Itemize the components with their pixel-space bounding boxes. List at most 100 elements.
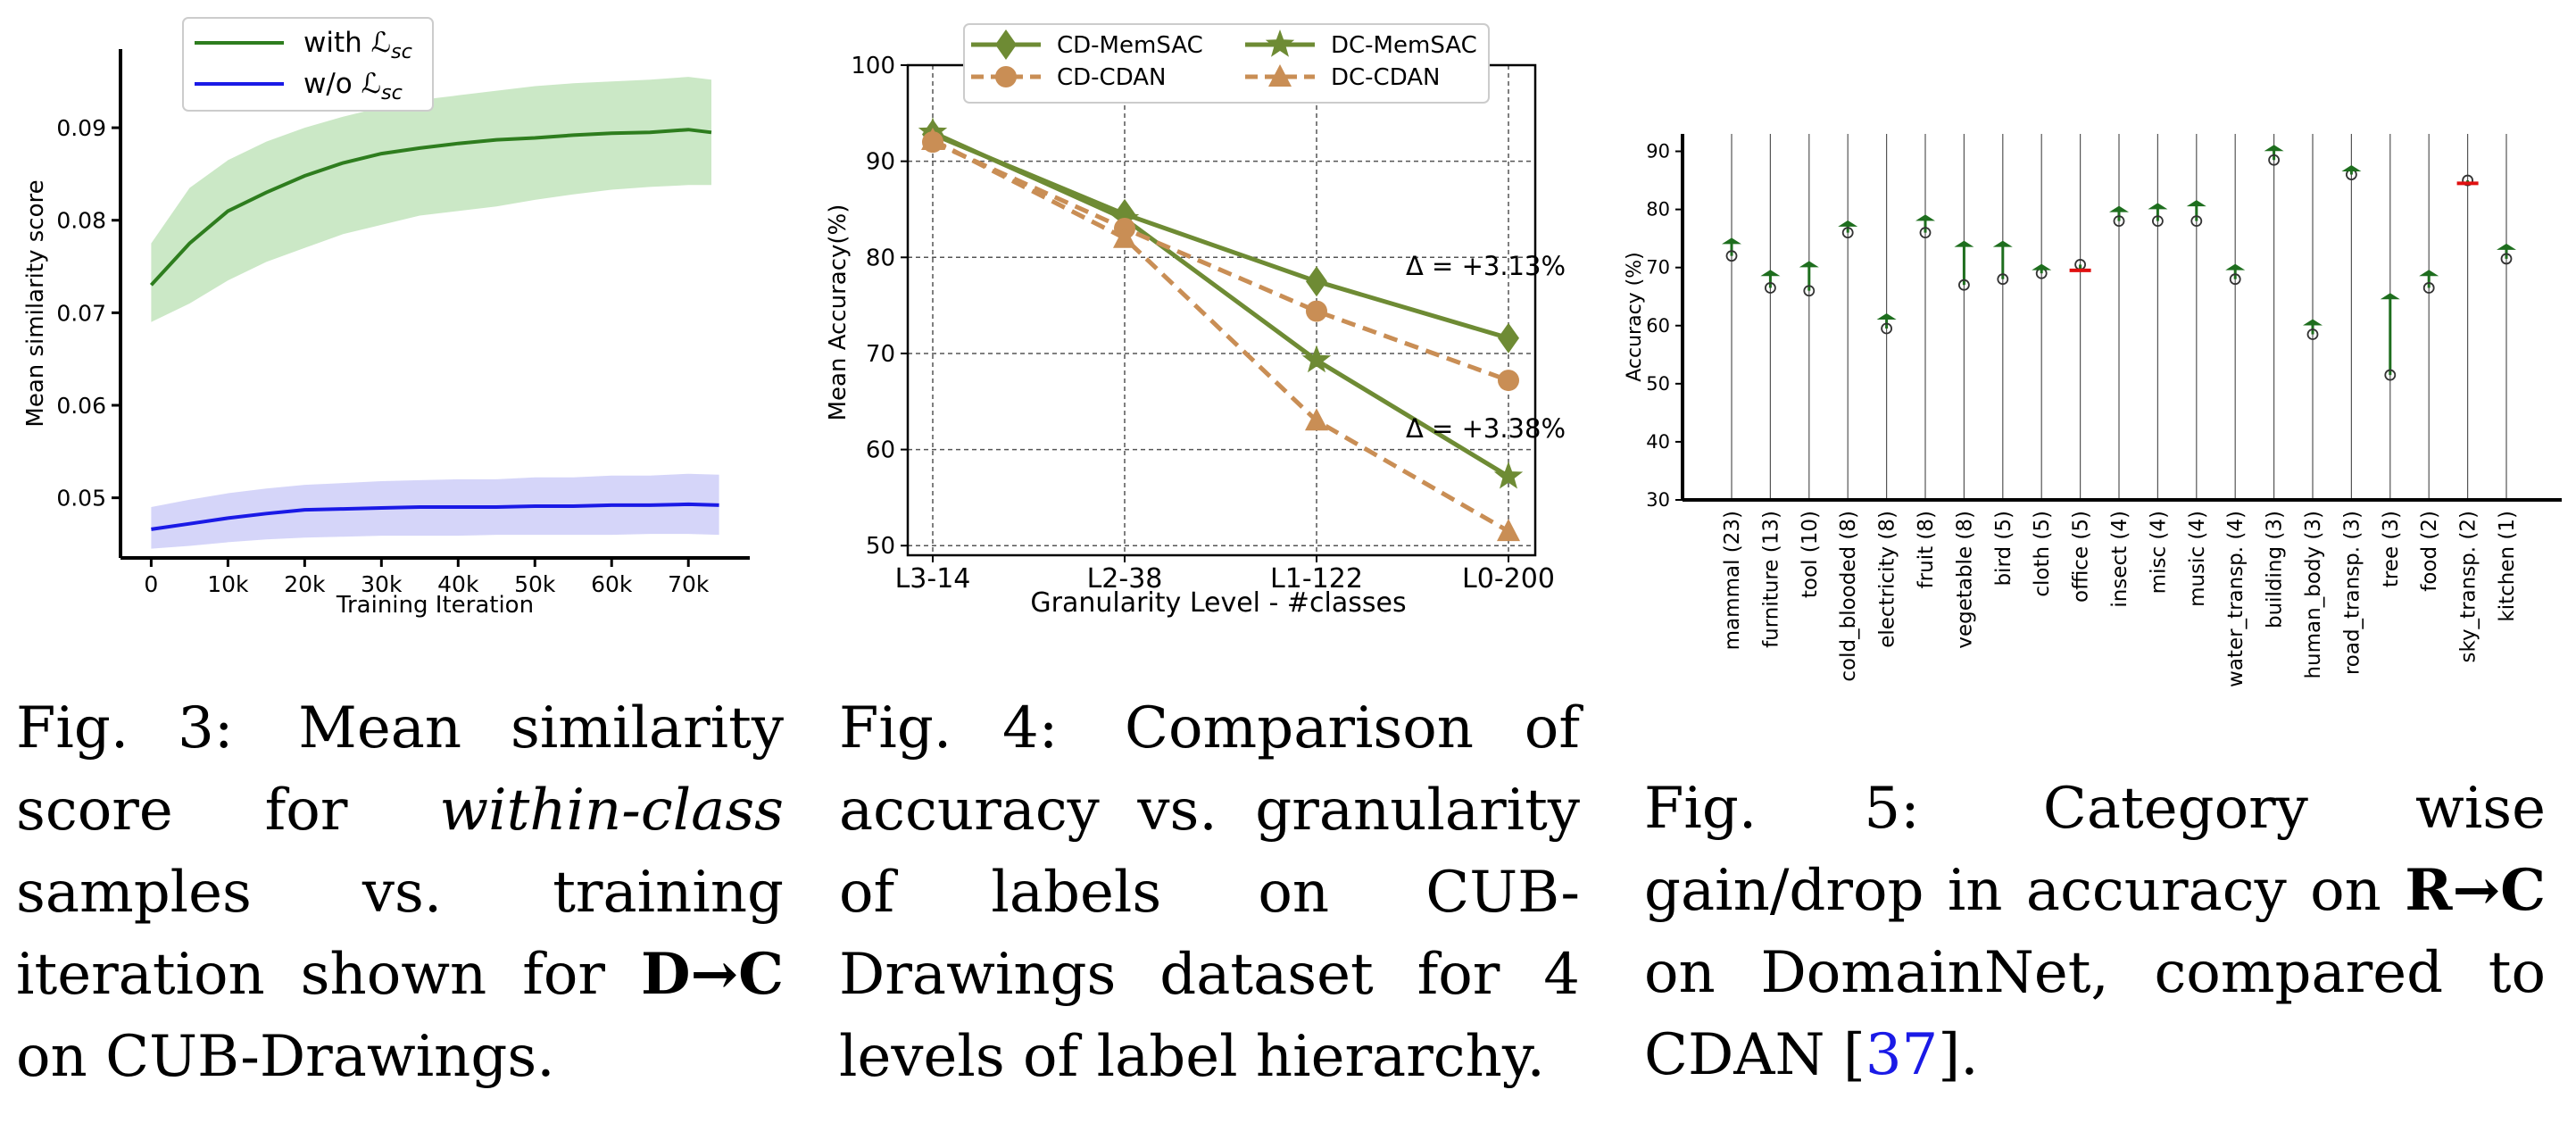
legend-label-2: CD-CDAN	[1057, 64, 1167, 91]
baseline-point	[1803, 285, 1816, 297]
series-line-0	[932, 132, 1509, 341]
x-tick-label: 40k	[437, 571, 479, 597]
x-tick-label: office (5)	[2070, 511, 2093, 603]
data-point-0-2	[1306, 266, 1327, 297]
y-axis-label: Accuracy (%)	[1624, 252, 1646, 382]
caption-text: Category wise gain/drop in accuracy on	[1644, 776, 2547, 924]
plot-frame	[906, 63, 1537, 557]
gain-marker	[2225, 263, 2246, 270]
data-point-2-3	[1498, 370, 1519, 392]
gain-marker	[2148, 203, 2168, 210]
category-gain-drop-chart: 30 40 50 60 70 80 90 mammal (23) furniture (13) t…	[1624, 134, 2562, 687]
caption-text: Mean similarity score for	[16, 695, 784, 844]
legend-marker-2	[995, 66, 1017, 87]
x-tick-label: L1-122	[1270, 563, 1363, 595]
series-line-1	[151, 502, 719, 531]
baseline-point	[1957, 279, 1970, 291]
y-tick-label: 0.06	[56, 393, 106, 419]
figure-5-caption: Fig. 5: Category wise gain/drop in accur…	[1644, 768, 2546, 1096]
y-tick-label: 80	[1646, 199, 1670, 220]
x-tick-label: furniture (13)	[1759, 511, 1782, 648]
gain-marker	[2186, 200, 2206, 207]
baseline-point	[2306, 329, 2319, 340]
citation-link[interactable]: 37	[1865, 1022, 1939, 1088]
y-tick-label: 0.09	[56, 115, 106, 141]
x-tick-label: food (2)	[2418, 511, 2441, 592]
data-point-0-3	[1498, 322, 1519, 354]
x-tick-label: 50k	[514, 571, 556, 597]
legend: CD-MemSAC CD-CDAN DC-MemSAC DC-CDAN	[963, 23, 1490, 104]
caption-text: samples vs. training iteration shown for	[16, 860, 784, 1008]
x-tick-label: cloth (5)	[2031, 511, 2054, 597]
y-tick-label: 100	[851, 53, 895, 79]
caption-text: Comparison of accuracy vs. granularity o…	[839, 695, 1580, 1090]
series-line-2	[931, 139, 1509, 383]
x-tick-label: 10k	[207, 571, 249, 597]
baseline-point	[2268, 154, 2280, 166]
baseline-point	[2462, 174, 2473, 187]
x-tick-label: 20k	[284, 571, 326, 597]
baseline-point	[2152, 215, 2164, 228]
caption-emphasis: within-class	[439, 778, 784, 844]
series-line-0	[149, 128, 712, 287]
x-tick-label: tool (10)	[1799, 511, 1822, 598]
baseline-point	[1841, 227, 1854, 239]
legend-marker-1	[1265, 29, 1295, 57]
x-tick-label: electricity (8)	[1876, 511, 1899, 648]
baseline-point	[2384, 369, 2397, 381]
figure-3-caption: Fig. 3: Mean similarity score for within…	[16, 687, 784, 1098]
x-tick-label: 60k	[591, 571, 633, 597]
gain-marker	[1992, 240, 2013, 247]
gain-marker	[1876, 313, 1897, 320]
x-tick-label: human_body (3)	[2302, 511, 2325, 679]
x-tick-label: building (3)	[2264, 511, 2287, 628]
baseline-point	[1997, 273, 2009, 286]
figure-4-caption: Fig. 4: Comparison of accuracy vs. granu…	[839, 687, 1580, 1098]
x-tick-label: 0	[144, 571, 158, 597]
gain-marker	[1760, 270, 1781, 277]
x-tick-label: sky_transp. (2)	[2457, 511, 2480, 663]
gain-marker	[2032, 263, 2052, 270]
gain-marker	[2341, 165, 2362, 172]
x-tick-label: L2-38	[1087, 563, 1163, 595]
gain-marker	[2264, 145, 2284, 152]
y-tick-label: 50	[1646, 373, 1670, 395]
y-tick-label: 70	[1646, 257, 1670, 279]
gain-marker	[1915, 214, 1935, 221]
x-tick-label: tree (3)	[2380, 511, 2403, 587]
y-tick-label: 40	[1646, 431, 1670, 453]
x-tick-label: insect (4)	[2108, 511, 2131, 608]
caption-label: Fig. 4:	[839, 695, 1059, 761]
gain-marker	[1722, 237, 1741, 245]
y-tick-label: 30	[1646, 489, 1670, 511]
x-tick-label: misc (4)	[2147, 511, 2170, 594]
x-tick-label: 70k	[668, 571, 710, 597]
legend-marker-3	[1268, 64, 1292, 87]
x-tick-label: music (4)	[2186, 511, 2209, 607]
legend-marker-0	[995, 29, 1017, 60]
baseline-point	[1881, 322, 1893, 335]
gain-marker	[2380, 293, 2400, 300]
x-tick-label: 30k	[361, 571, 403, 597]
baseline-point	[2229, 273, 2241, 286]
data-point-3-3	[1497, 519, 1520, 542]
y-tick-label: 50	[866, 533, 895, 560]
legend-label-1: DC-MemSAC	[1331, 32, 1477, 59]
y-tick-label: 0.07	[56, 300, 106, 326]
caption-label: Fig. 5:	[1644, 776, 1920, 842]
similarity-score-chart: 0 10k 20k 30k 40k 50k 60k 70k 0.05 0.06 0.07 0.08 0.…	[22, 17, 750, 619]
y-tick-label: 0.05	[56, 486, 106, 512]
series-band-0	[151, 77, 711, 322]
baseline-point	[1919, 227, 1932, 239]
caption-label: Fig. 3:	[16, 695, 234, 761]
x-tick-label: mammal (23)	[1721, 511, 1744, 650]
x-tick-label: L3-14	[895, 563, 971, 595]
gain-marker	[2109, 205, 2129, 212]
baseline-point	[1725, 250, 1738, 262]
gain-marker	[2497, 243, 2516, 250]
data-point-3-2	[1305, 408, 1328, 431]
caption-text: on DomainNet, compared to CDAN [	[1644, 940, 2546, 1088]
baseline-point	[2422, 282, 2435, 294]
x-tick-label: fruit (8)	[1915, 511, 1938, 588]
y-tick-label: 70	[866, 341, 895, 368]
